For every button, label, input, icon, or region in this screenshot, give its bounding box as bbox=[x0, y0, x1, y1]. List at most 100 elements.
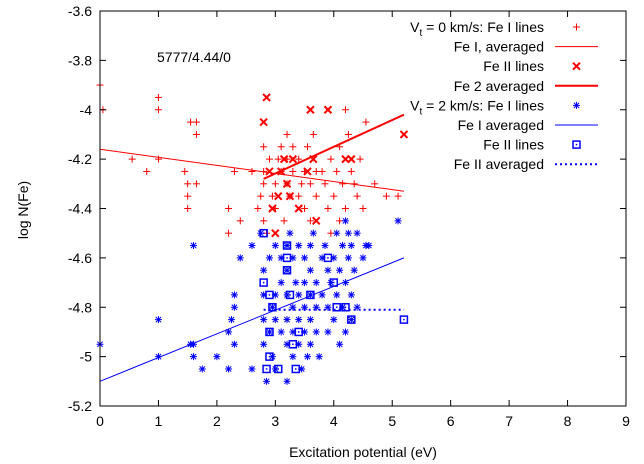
data-point-0-20 bbox=[254, 205, 262, 212]
data-point-6-12 bbox=[288, 340, 298, 349]
data-point-0-67 bbox=[353, 192, 361, 200]
fit-line-1 bbox=[99, 148, 404, 192]
data-point-6-16 bbox=[323, 253, 333, 263]
data-point-0-29 bbox=[271, 180, 279, 188]
data-point-0-19 bbox=[248, 167, 256, 175]
data-point-4-77 bbox=[333, 291, 341, 299]
data-point-6-14 bbox=[294, 327, 303, 337]
data-point-4-58 bbox=[306, 266, 314, 274]
data-point-2-18 bbox=[347, 154, 356, 164]
data-point-0-43 bbox=[298, 180, 306, 188]
data-point-4-70 bbox=[324, 266, 332, 274]
data-point-6-2 bbox=[262, 364, 271, 374]
series-1 bbox=[99, 148, 404, 192]
data-point-0-73 bbox=[394, 192, 402, 200]
data-point-0-68 bbox=[356, 155, 364, 163]
data-point-6-11 bbox=[285, 290, 295, 300]
data-point-0-48 bbox=[306, 217, 314, 225]
data-point-0-34 bbox=[280, 217, 288, 225]
data-point-2-2 bbox=[265, 167, 274, 176]
data-point-6-0 bbox=[259, 228, 268, 238]
series-6 bbox=[259, 228, 409, 374]
data-point-4-95 bbox=[365, 242, 373, 250]
data-point-0-15 bbox=[225, 205, 233, 212]
data-point-4-61 bbox=[306, 340, 314, 348]
y-tick-label-1: -5 bbox=[80, 349, 93, 365]
data-point-0-27 bbox=[265, 155, 273, 163]
data-point-2-4 bbox=[271, 228, 280, 238]
data-point-0-24 bbox=[260, 180, 268, 188]
data-point-0-45 bbox=[301, 205, 309, 212]
data-point-4-91 bbox=[353, 229, 361, 237]
data-point-4-30 bbox=[271, 316, 279, 324]
data-point-0-64 bbox=[344, 130, 352, 138]
data-point-0-18 bbox=[236, 217, 244, 225]
x-tick-label-9: 9 bbox=[622, 413, 630, 429]
data-point-0-13 bbox=[192, 130, 200, 138]
data-point-4-72 bbox=[324, 328, 332, 336]
data-point-4-93 bbox=[359, 254, 367, 262]
y-tick-label-7: -3.8 bbox=[68, 52, 92, 68]
data-point-4-22 bbox=[260, 340, 268, 348]
data-point-0-54 bbox=[324, 205, 332, 212]
data-point-2-3 bbox=[268, 204, 277, 213]
data-point-6-1 bbox=[259, 278, 268, 287]
data-point-2-11 bbox=[294, 204, 303, 213]
legend-symbol-0 bbox=[573, 23, 580, 31]
data-point-2-5 bbox=[274, 191, 283, 201]
data-point-4-34 bbox=[277, 328, 285, 336]
data-point-0-25 bbox=[260, 217, 268, 225]
data-point-4-15 bbox=[236, 254, 244, 262]
data-point-0-8 bbox=[184, 180, 192, 188]
data-point-2-8 bbox=[282, 179, 292, 189]
data-point-0-50 bbox=[312, 167, 320, 175]
data-point-4-28 bbox=[271, 242, 279, 250]
data-point-0-47 bbox=[306, 180, 314, 188]
x-tick-label-1: 1 bbox=[155, 413, 163, 429]
data-point-4-96 bbox=[394, 217, 402, 225]
data-point-0-14 bbox=[192, 180, 200, 188]
data-point-4-38 bbox=[283, 316, 291, 324]
y-tick-label-3: -4.6 bbox=[68, 250, 92, 266]
data-point-4-12 bbox=[230, 291, 238, 299]
legend-label-3: Fe 2 averaged bbox=[454, 78, 544, 94]
data-point-0-28 bbox=[268, 192, 276, 200]
series-5 bbox=[99, 257, 405, 382]
data-point-6-20 bbox=[347, 315, 356, 324]
data-point-4-13 bbox=[230, 303, 238, 311]
y-axis-label: log N(Fe) bbox=[15, 181, 31, 239]
y-tick-label-6: -4 bbox=[80, 102, 93, 118]
data-point-0-70 bbox=[362, 118, 370, 126]
data-point-6-5 bbox=[265, 352, 274, 361]
data-point-0-10 bbox=[184, 205, 192, 212]
data-point-2-10 bbox=[288, 154, 298, 164]
data-point-0-39 bbox=[289, 143, 297, 151]
data-point-4-80 bbox=[339, 242, 347, 250]
data-point-2-12 bbox=[303, 167, 312, 176]
data-point-4-84 bbox=[341, 328, 349, 336]
data-point-4-2 bbox=[154, 316, 162, 324]
data-point-4-33 bbox=[277, 279, 285, 287]
data-point-4-8 bbox=[213, 353, 221, 361]
chart-annotation: 5777/4.44/0 bbox=[157, 49, 231, 65]
data-point-4-90 bbox=[350, 266, 358, 274]
data-point-0-69 bbox=[359, 205, 367, 212]
data-point-4-85 bbox=[344, 229, 352, 237]
data-point-4-40 bbox=[283, 377, 291, 385]
data-point-4-66 bbox=[315, 353, 323, 361]
data-point-4-63 bbox=[312, 279, 320, 287]
data-point-6-9 bbox=[282, 253, 292, 263]
data-point-0-7 bbox=[181, 167, 189, 175]
data-point-4-52 bbox=[301, 254, 309, 262]
data-point-0-55 bbox=[327, 155, 335, 163]
data-point-0-6 bbox=[154, 155, 162, 163]
data-point-0-9 bbox=[184, 192, 192, 200]
data-point-4-24 bbox=[265, 254, 273, 262]
y-tick-label-2: -4.8 bbox=[68, 299, 92, 315]
fit-line-5 bbox=[99, 257, 405, 382]
data-point-0-62 bbox=[341, 106, 349, 114]
data-point-0-4 bbox=[154, 106, 162, 114]
data-point-4-87 bbox=[347, 242, 355, 250]
